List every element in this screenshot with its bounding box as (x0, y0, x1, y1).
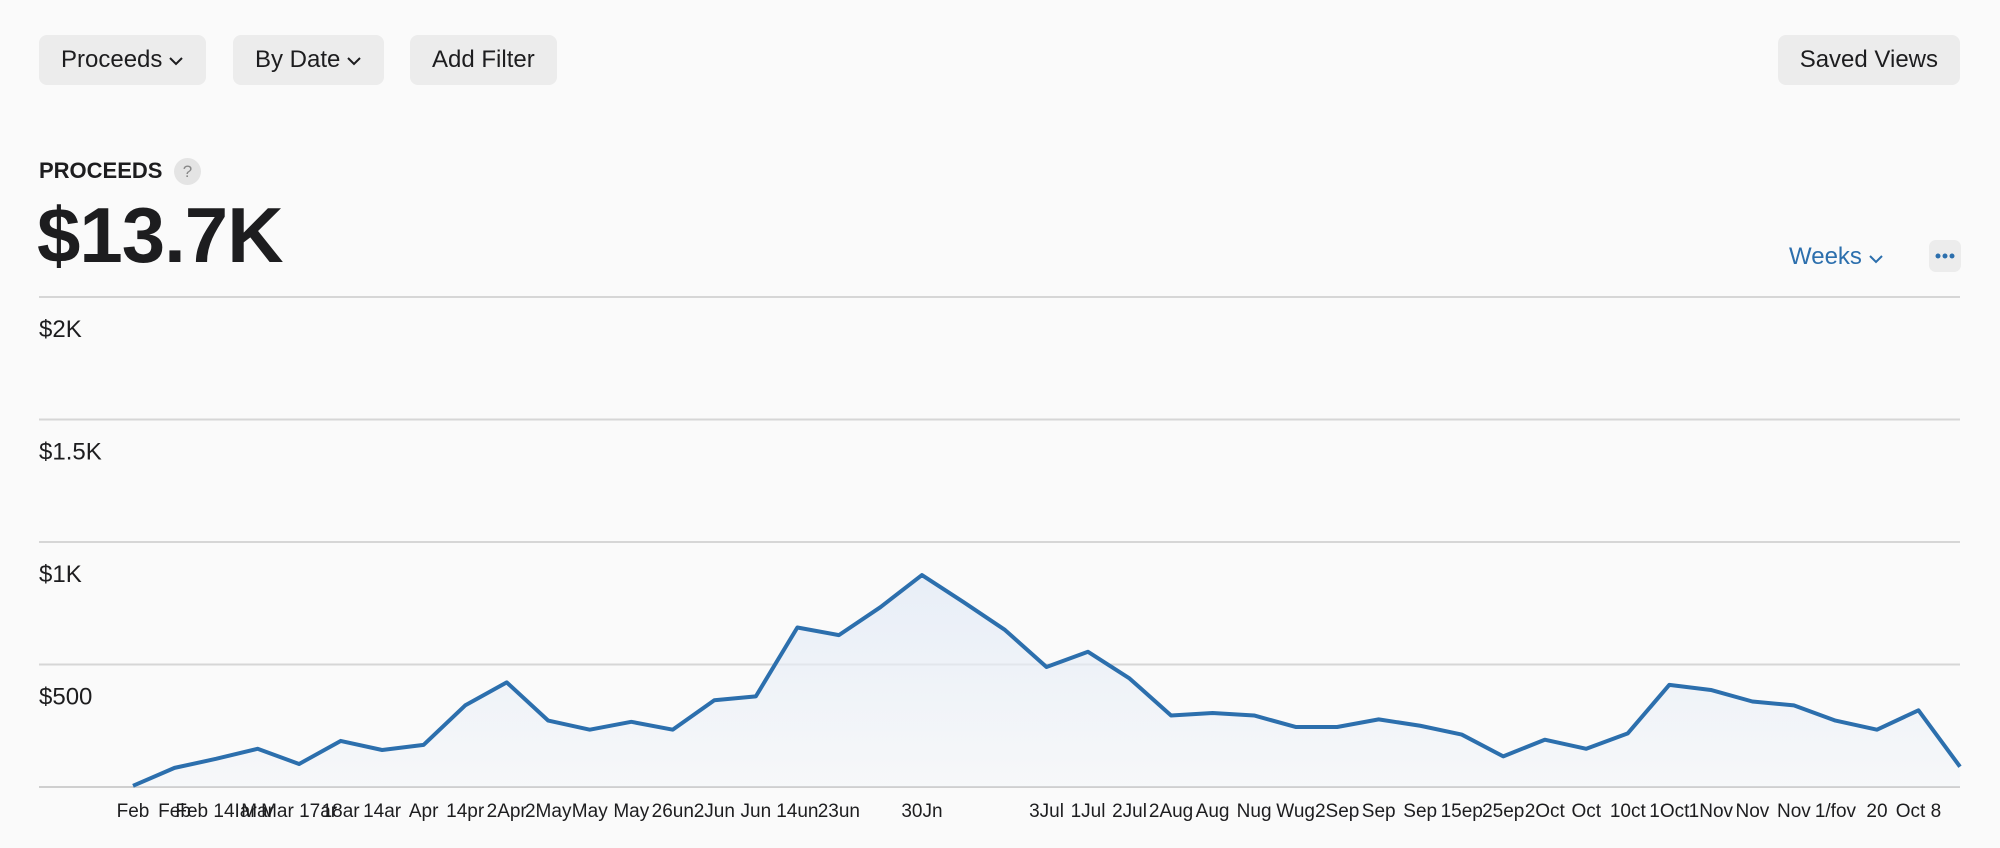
x-tick-label: Oct 8 (1896, 801, 1941, 822)
x-tick-label: Nug (1237, 801, 1272, 822)
area (133, 575, 1960, 787)
x-tick-label: 1/fov (1815, 801, 1857, 822)
x-tick-label: 26un (652, 801, 694, 822)
help-button[interactable]: ? (174, 158, 201, 185)
button-label: Proceeds (61, 46, 163, 73)
x-tick-label: Wug (1276, 801, 1315, 822)
x-tick-label: Feb 14Iar (175, 801, 257, 822)
chevron (1869, 255, 1883, 264)
x-tick-label: Feb (158, 801, 191, 822)
more-icon (1935, 253, 1955, 259)
metric-value: $13.7K (37, 191, 284, 279)
x-tick-label: Mar 17ar (261, 801, 338, 822)
more-button[interactable] (1929, 240, 1961, 272)
x-tick-label: Aug (1196, 801, 1230, 822)
button-label: By Date (255, 46, 341, 73)
x-tick-label: 2Apr (487, 801, 528, 822)
period-label: Weeks (1789, 243, 1862, 270)
saved-views-button[interactable]: Saved Views (1777, 35, 1960, 85)
y-tick-label: $2K (39, 316, 82, 343)
x-tick-label: Sep (1362, 801, 1396, 822)
filter-button[interactable]: Add Filter (410, 35, 557, 85)
x-tick-label: 25ep (1482, 801, 1524, 822)
button-label: Add Filter (432, 46, 535, 73)
x-tick-label: 2Jul (1112, 801, 1147, 822)
x-tick-label: 1Oct (1649, 801, 1690, 822)
x-tick-label: Feb (117, 801, 150, 822)
x-tick-label: Apr (409, 801, 439, 822)
button-label: Saved Views (1799, 46, 1938, 73)
x-tick-label: 10ct (1610, 801, 1647, 822)
x-tick-label: 20 (1866, 801, 1887, 822)
x-tick-label: 14un (776, 801, 818, 822)
x-tick-label: Nov (1735, 801, 1769, 822)
y-tick-label: $1.5K (39, 439, 102, 466)
x-tick-label: 30Jn (901, 801, 942, 822)
period-selector[interactable]: Weeks (1789, 243, 1884, 271)
x-tick-label: May (613, 801, 649, 822)
x-tick-label: 14pr (446, 801, 485, 822)
metric-label: PROCEEDS (39, 158, 163, 183)
x-tick-label: 2Aug (1149, 801, 1193, 822)
x-tick-label: 2Oct (1525, 801, 1566, 822)
line (132, 573, 1962, 788)
x-tick-label: 3Jul (1029, 801, 1064, 822)
x-tick-label: 1Nov (1689, 801, 1734, 822)
x-tick-label: 2Jun (694, 801, 735, 822)
x-tick-label: 18ar (322, 801, 361, 822)
x-tick-label: 2Sep (1315, 801, 1359, 822)
x-tick-label: 23un (818, 801, 860, 822)
x-tick-label: Nov (1777, 801, 1811, 822)
filter-button[interactable]: Proceeds (39, 35, 207, 85)
x-tick-label: 1Jul (1071, 801, 1106, 822)
x-tick-label: May (572, 801, 608, 822)
x-tick-label: Mar (241, 801, 274, 822)
x-tick-label: Oct (1572, 801, 1602, 822)
y-tick-label: $1K (39, 561, 82, 588)
chevron (169, 56, 184, 66)
x-tick-label: 2May (525, 801, 572, 822)
y-tick-label: $500 (39, 684, 92, 711)
x-tick-label: Sep (1403, 801, 1437, 822)
x-tick-label: 14ar (363, 801, 402, 822)
chevron (347, 56, 362, 66)
filter-button[interactable]: By Date (233, 35, 385, 85)
x-tick-label: 15ep (1441, 801, 1483, 822)
x-tick-label: Jun (741, 801, 772, 822)
